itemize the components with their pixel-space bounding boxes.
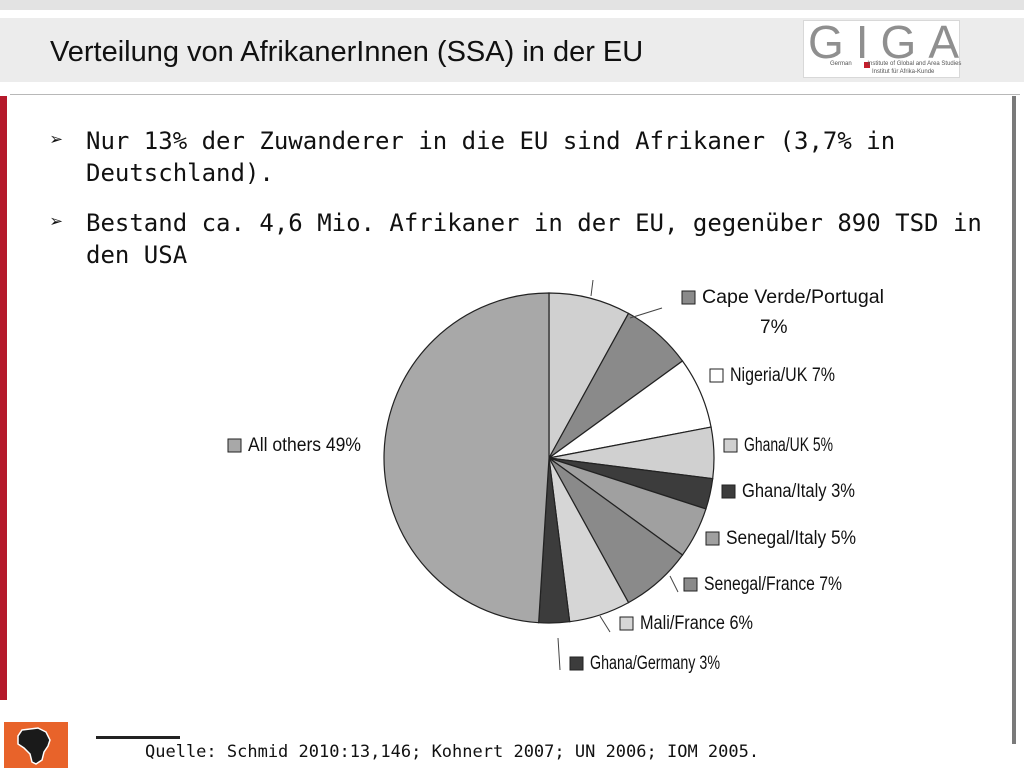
slice-label: Mali/France 6% <box>640 613 753 634</box>
slice-label: All others 49% <box>248 435 361 456</box>
pie-slice <box>383 292 550 624</box>
source-note: Quelle: Schmid 2010:13,146; Kohnert 2007… <box>145 742 760 762</box>
left-accent-bar <box>0 96 7 700</box>
footer-dash <box>96 736 180 739</box>
slice-label: Senegal/France 7% <box>704 574 842 595</box>
legend-swatch <box>709 368 724 383</box>
logo-line-1b: Institute of Global and Area Studies <box>867 61 962 67</box>
leader-line <box>629 307 663 319</box>
arrow-bullet-icon: ➢ <box>50 210 64 235</box>
legend-swatch <box>723 438 738 453</box>
legend-swatch <box>227 438 242 453</box>
leader-line <box>590 279 594 297</box>
legend-swatch <box>683 577 698 592</box>
leader-line <box>557 637 561 671</box>
slice-label: Nigeria/UK 7% <box>730 365 835 386</box>
africa-map-icon <box>4 722 68 768</box>
slide-title: Verteilung von AfrikanerInnen (SSA) in d… <box>50 36 644 68</box>
logo-line-1a: German <box>830 61 852 67</box>
slice-label: Ghana/Germany 3% <box>590 653 720 674</box>
arrow-bullet-icon: ➢ <box>50 128 64 153</box>
legend-swatch <box>619 616 634 631</box>
logo-red-square <box>864 62 870 68</box>
right-edge-bar <box>1012 96 1016 744</box>
legend-swatch <box>721 484 736 499</box>
legend-swatch <box>681 290 696 305</box>
header-rule <box>10 94 1020 95</box>
legend-swatch <box>705 531 720 546</box>
bullet-list: ➢ Nur 13% der Zuwanderer in die EU sind … <box>50 125 990 289</box>
slice-label: Ghana/UK 5% <box>744 435 833 456</box>
bullet-text: Nur 13% der Zuwanderer in die EU sind Af… <box>86 127 896 187</box>
legend-swatch <box>569 656 584 671</box>
bullet-item: ➢ Nur 13% der Zuwanderer in die EU sind … <box>50 125 990 189</box>
pie-chart: Cape Verde/Portugal 7% Nigeria/UK 7% Ghana/… <box>227 279 884 674</box>
bullet-item: ➢ Bestand ca. 4,6 Mio. Afrikaner in der … <box>50 207 990 271</box>
bullet-text: Bestand ca. 4,6 Mio. Afrikaner in der EU… <box>86 209 982 269</box>
leader-line <box>669 575 679 593</box>
slice-label: Cape Verde/Portugal 7% <box>702 287 884 338</box>
logo-wordmark: GIGA <box>808 16 972 68</box>
logo-line-2: Institut für Afrika-Kunde <box>872 69 935 75</box>
leader-line <box>599 615 611 633</box>
slice-label: Senegal/Italy 5% <box>726 528 856 549</box>
slice-label: Ghana/Italy 3% <box>742 481 855 502</box>
giga-logo: GIGA German Institute of Global and Area… <box>803 19 961 78</box>
top-strip <box>0 0 1024 10</box>
logo-line-1: German Institute of Global and Area Stud… <box>830 61 961 67</box>
